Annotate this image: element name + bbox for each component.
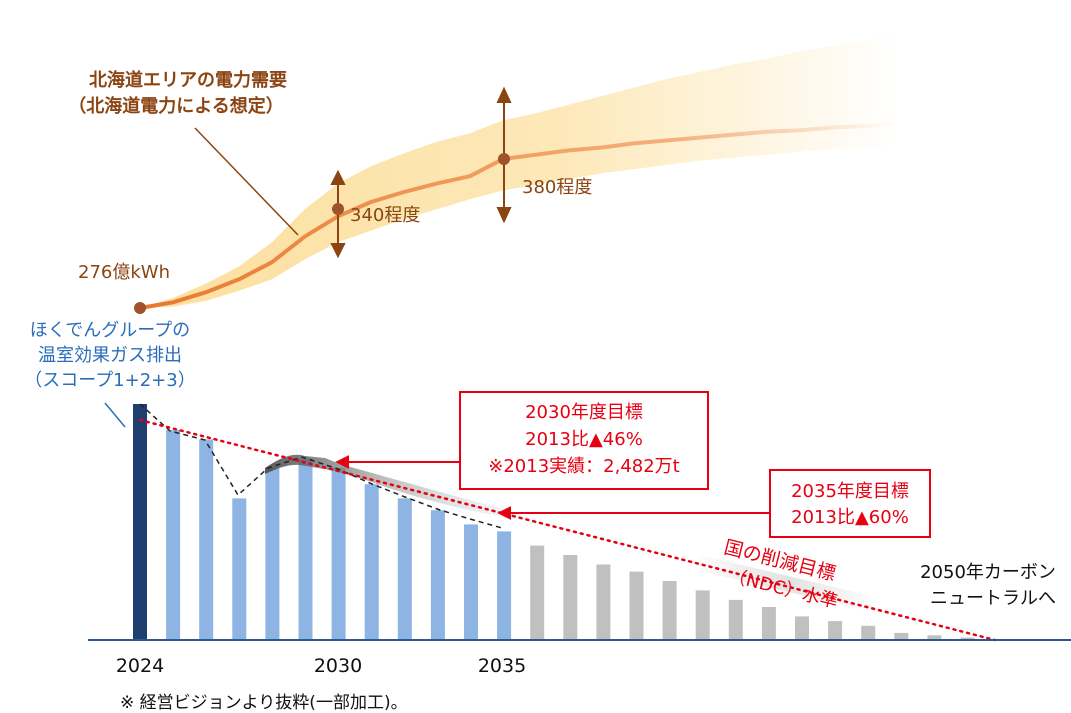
demand-line	[139, 121, 900, 310]
demand-forecast	[139, 35, 900, 310]
emissions-bar-2028	[265, 467, 280, 640]
emissions-title: ほくでんグループの 温室効果ガス排出 （スコープ1+2+3）	[24, 320, 195, 391]
demand-label-2035: 380程度	[522, 177, 592, 198]
emissions-bars	[133, 404, 975, 640]
demand-point-2035	[498, 153, 510, 165]
emissions-bar-2049	[960, 637, 975, 640]
x-tick-2030: 2030	[314, 655, 362, 677]
emissions-leader-line	[104, 402, 126, 428]
emissions-title-line-1: ほくでんグループの	[30, 320, 190, 341]
demand-label-2030: 340程度	[350, 205, 420, 226]
emissions-bar-2041	[695, 590, 710, 640]
emissions-bar-2037	[563, 555, 578, 640]
neutral-label-line-2: ニュートラルへ	[930, 588, 1056, 609]
demand-subtitle: （北海道電力による想定）	[68, 95, 283, 117]
emissions-bar-2032	[397, 498, 412, 640]
neutral-label-line-1: 2050年カーボン	[920, 562, 1056, 583]
target-2030-line-2: 2013比▲46%	[525, 429, 643, 450]
emissions-bar-2043	[761, 607, 776, 640]
emissions-bar-2029	[298, 458, 313, 640]
emissions-bar-2031	[364, 484, 379, 640]
target-2035-line-1: 2035年度目標	[791, 481, 909, 502]
emissions-bar-2030	[331, 467, 346, 640]
emissions-bar-2036	[530, 545, 545, 640]
trajectory-dashed-line	[139, 403, 503, 529]
emissions-bar-2044	[795, 616, 809, 640]
emissions-bar-2025	[166, 430, 181, 640]
emissions-bar-2034	[464, 524, 478, 640]
x-tick-2035: 2035	[478, 655, 526, 677]
target-2035-box	[769, 469, 931, 538]
target-2030-line-3: ※2013実績：2,482万t	[488, 456, 679, 477]
emissions-bar-2038	[596, 564, 611, 640]
demand-label-2024: 276億kWh	[78, 262, 170, 283]
footnote: ※ 経営ビジョンより抜粋(一部加工)。	[120, 693, 408, 713]
emissions-title-line-3: （スコープ1+2+3）	[24, 370, 195, 391]
demand-band	[140, 35, 899, 309]
emissions-bar-2035	[497, 531, 512, 640]
emissions-bar-2047	[894, 632, 909, 640]
x-tick-2024: 2024	[116, 655, 164, 677]
demand-title: 北海道エリアの電力需要	[89, 69, 287, 91]
emissions-bar-2040	[662, 581, 677, 640]
emissions-bar-2045	[828, 621, 843, 640]
emissions-bar-2026	[199, 439, 214, 640]
ndc-target-line	[138, 418, 997, 642]
emissions-title-line-2: 温室効果ガス排出	[38, 345, 182, 366]
demand-point-2030	[332, 203, 344, 215]
target-2030-line-1: 2030年度目標	[525, 402, 643, 423]
emissions-bar-2027	[232, 498, 247, 640]
emissions-bar-2039	[629, 571, 644, 640]
reduction-wedge	[265, 454, 520, 520]
emissions-bar-2042	[728, 599, 743, 640]
demand-range-2035	[496, 86, 512, 224]
demand-point-2024	[134, 302, 146, 314]
demand-leader-line	[194, 127, 299, 236]
target-2035-line-2: 2013比▲60%	[791, 507, 909, 528]
emissions-bar-2048	[927, 635, 942, 640]
target-2030-box	[459, 391, 709, 490]
emissions-bar-2046	[861, 625, 876, 640]
emissions-bar-2033	[430, 510, 445, 640]
emissions-bar-2024	[133, 404, 147, 640]
